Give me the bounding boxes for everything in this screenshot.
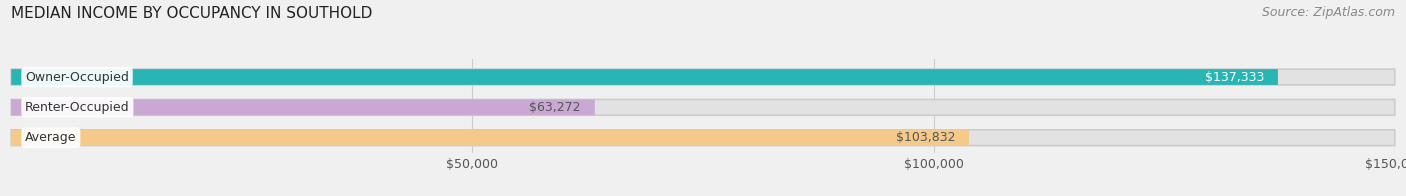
Text: MEDIAN INCOME BY OCCUPANCY IN SOUTHOLD: MEDIAN INCOME BY OCCUPANCY IN SOUTHOLD [11,6,373,21]
FancyBboxPatch shape [11,69,1395,85]
Text: $103,832: $103,832 [896,131,955,144]
Text: $63,272: $63,272 [530,101,581,114]
FancyBboxPatch shape [11,130,969,146]
FancyBboxPatch shape [11,99,1395,115]
Text: $137,333: $137,333 [1205,71,1264,83]
FancyBboxPatch shape [11,99,595,115]
Text: Average: Average [25,131,76,144]
Text: Owner-Occupied: Owner-Occupied [25,71,129,83]
FancyBboxPatch shape [11,69,1278,85]
FancyBboxPatch shape [11,130,1395,146]
Text: Renter-Occupied: Renter-Occupied [25,101,129,114]
Text: Source: ZipAtlas.com: Source: ZipAtlas.com [1261,6,1395,19]
